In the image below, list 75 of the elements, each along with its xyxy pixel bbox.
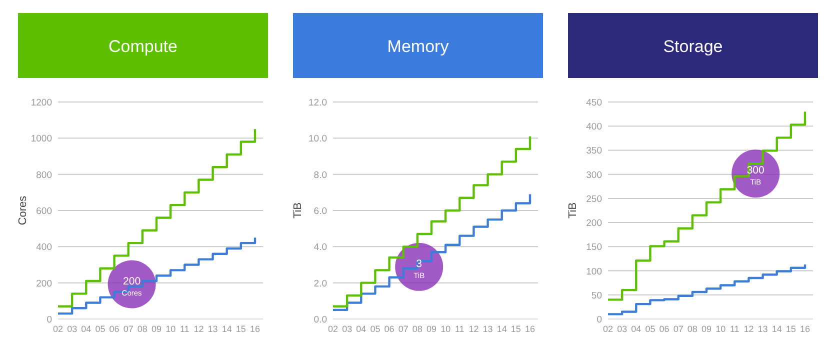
x-tick-label: 04 <box>81 324 92 334</box>
x-tick-label: 15 <box>510 324 521 334</box>
x-tick-label: 12 <box>468 324 479 334</box>
y-tick-label: 800 <box>36 170 52 181</box>
x-tick-label: 10 <box>166 324 176 334</box>
x-tick-label: 10 <box>716 324 726 334</box>
x-tick-label: 02 <box>602 324 614 334</box>
y-tick-label: 400 <box>36 242 52 254</box>
y-axis-title: Cores <box>17 195 29 226</box>
y-tick-label: 350 <box>586 146 602 157</box>
y-tick-label: 8.0 <box>314 170 327 181</box>
y-tick-label: 0 <box>46 314 52 326</box>
x-tick-label: 03 <box>617 324 628 334</box>
x-tick-label: 13 <box>208 324 218 334</box>
y-tick-label: 10.0 <box>308 134 327 145</box>
x-tick-label: 15 <box>236 324 246 334</box>
x-tick-label: 03 <box>342 324 352 334</box>
x-tick-label: 12 <box>744 324 754 334</box>
y-tick-label: 300 <box>586 170 602 181</box>
y-tick-label: 1000 <box>30 134 52 145</box>
y-axis-title: TiB <box>567 202 579 219</box>
x-tick-label: 04 <box>631 324 642 334</box>
chart-title: Compute <box>108 37 178 56</box>
y-tick-label: 12.0 <box>308 98 327 108</box>
y-tick-label: 0 <box>596 314 602 326</box>
x-tick-label: 15 <box>786 324 796 334</box>
x-tick-label: 14 <box>772 324 782 334</box>
x-tick-label: 14 <box>496 324 507 334</box>
y-tick-label: 0.0 <box>314 314 327 326</box>
x-tick-label: 06 <box>659 324 670 334</box>
x-tick-label: 06 <box>109 324 120 334</box>
y-tick-label: 200 <box>36 278 52 290</box>
x-tick-label: 11 <box>730 324 740 334</box>
x-tick-label: 03 <box>67 324 78 334</box>
x-tick-label: 05 <box>95 324 106 334</box>
x-tick-label: 09 <box>151 324 162 334</box>
y-tick-label: 200 <box>586 218 602 230</box>
y-tick-label: 4.0 <box>314 242 327 254</box>
y-tick-label: 150 <box>586 242 602 254</box>
y-tick-label: 6.0 <box>314 206 327 217</box>
x-tick-label: 02 <box>52 324 64 334</box>
x-tick-label: 09 <box>701 324 712 334</box>
x-tick-label: 09 <box>426 324 437 334</box>
x-tick-label: 12 <box>194 324 204 334</box>
y-tick-label: 50 <box>591 290 602 302</box>
x-tick-label: 16 <box>250 324 260 334</box>
x-tick-label: 14 <box>222 324 232 334</box>
y-tick-label: 450 <box>586 98 602 108</box>
x-tick-label: 07 <box>398 324 408 334</box>
x-tick-label: 07 <box>123 324 134 334</box>
x-tick-label: 13 <box>482 324 493 334</box>
x-tick-label: 06 <box>384 324 394 334</box>
x-tick-label: 05 <box>645 324 656 334</box>
x-tick-label: 08 <box>137 324 148 334</box>
x-tick-label: 16 <box>524 324 536 334</box>
x-tick-label: 11 <box>454 324 464 334</box>
x-tick-label: 02 <box>328 324 338 334</box>
x-tick-label: 05 <box>370 324 380 334</box>
y-axis-title: TiB <box>292 202 304 219</box>
y-tick-label: 400 <box>586 122 602 133</box>
y-tick-label: 250 <box>586 194 602 205</box>
x-tick-label: 08 <box>687 324 698 334</box>
x-tick-label: 04 <box>356 324 366 334</box>
y-tick-label: 2.0 <box>314 278 327 290</box>
x-tick-label: 10 <box>440 324 451 334</box>
y-tick-label: 100 <box>586 266 602 278</box>
x-tick-label: 13 <box>758 324 768 334</box>
x-tick-label: 07 <box>673 324 684 334</box>
y-tick-label: 600 <box>36 206 52 217</box>
x-tick-label: 11 <box>180 324 190 334</box>
y-tick-label: 1200 <box>30 98 52 108</box>
chart-title: Storage <box>663 37 723 56</box>
x-tick-label: 08 <box>412 324 422 334</box>
x-tick-label: 16 <box>800 324 810 334</box>
chart-title: Memory <box>387 37 450 56</box>
